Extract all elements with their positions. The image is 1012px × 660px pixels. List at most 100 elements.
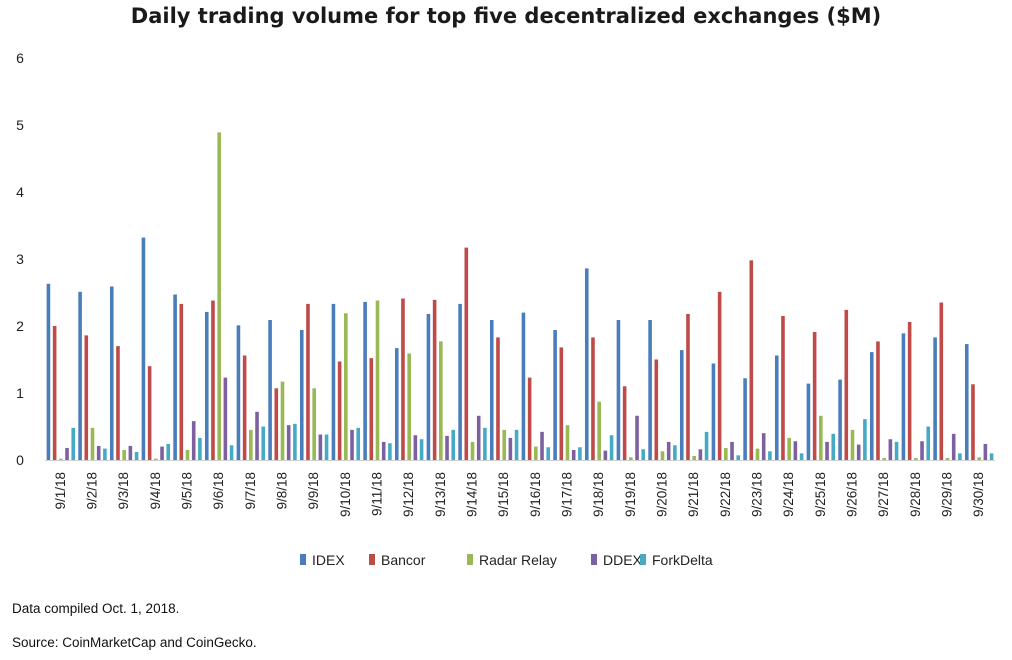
bars-layer: [46, 132, 994, 460]
y-tick-label: 6: [16, 50, 24, 66]
bar-radar-relay: [977, 457, 981, 460]
bar-bancor: [686, 313, 690, 460]
bar-bancor: [591, 337, 595, 460]
x-tick-label: 9/24/18: [781, 472, 796, 517]
x-tick-label: 9/8/18: [275, 472, 290, 510]
legend-label: Radar Relay: [479, 552, 557, 568]
bar-bancor: [369, 358, 374, 460]
bar-radar-relay: [882, 457, 886, 460]
bar-bancor: [749, 260, 754, 460]
chart-title: Daily trading volume for top five decent…: [130, 4, 882, 28]
bar-forkdelta: [356, 427, 361, 460]
bar-radar-relay: [344, 313, 348, 460]
bar-chart: 0 1 2 3 4 5 6 9/1/18 9/2/18 9/3/18 9/4/18 9/5/18 9/6…: [16, 50, 995, 568]
bar-radar-relay: [565, 425, 570, 460]
bar-ddex: [635, 415, 639, 460]
bar-radar-relay: [312, 388, 316, 460]
bar-radar-relay: [280, 381, 285, 460]
x-tick-label: 9/30/18: [971, 472, 986, 517]
x-tick-label: 9/17/18: [560, 472, 575, 517]
bar-forkdelta: [103, 448, 107, 460]
bar-ddex: [413, 435, 418, 460]
bar-ddex: [255, 411, 259, 460]
bar-forkdelta: [673, 445, 677, 460]
bar-bancor: [116, 346, 120, 460]
bar-forkdelta: [293, 423, 297, 460]
axis-layer: 0 1 2 3 4 5 6 9/1/18 9/2/18 9/3/18 9/4/18 9/5/18 9/6…: [16, 50, 995, 517]
bar-idex: [46, 283, 51, 460]
x-tick-label: 9/1/18: [53, 472, 68, 510]
bar-radar-relay: [755, 448, 760, 460]
bar-radar-relay: [407, 353, 411, 460]
x-tick-label: 9/27/18: [876, 472, 891, 517]
bar-bancor: [622, 386, 627, 460]
bar-radar-relay: [185, 449, 190, 460]
bar-radar-relay: [502, 429, 506, 460]
bar-idex: [78, 291, 82, 460]
bar-bancor: [401, 298, 405, 460]
legend-swatch: [369, 554, 375, 565]
bar-ddex: [730, 441, 734, 460]
bar-radar-relay: [945, 457, 950, 460]
bar-forkdelta: [609, 435, 614, 460]
bar-forkdelta: [704, 431, 709, 460]
x-tick-label: 9/21/18: [686, 472, 701, 517]
bar-radar-relay: [914, 457, 918, 460]
bar-bancor: [337, 361, 342, 460]
x-tick-label: 9/2/18: [85, 472, 100, 510]
bar-forkdelta: [134, 451, 139, 460]
x-tick-label: 9/28/18: [908, 472, 923, 517]
bar-ddex: [191, 421, 196, 460]
bar-ddex: [445, 435, 449, 460]
bar-forkdelta: [641, 449, 646, 460]
x-tick-label: 9/15/18: [496, 472, 511, 517]
y-tick-label: 5: [16, 117, 24, 133]
bar-idex: [204, 311, 209, 460]
y-tick-label: 1: [16, 385, 24, 401]
data-compiled-note: Data compiled Oct. 1, 2018.: [12, 601, 180, 616]
y-tick-label: 4: [16, 184, 24, 200]
x-tick-label: 9/23/18: [750, 472, 765, 517]
bar-radar-relay: [819, 415, 823, 460]
bar-idex: [141, 237, 146, 460]
bar-ddex: [825, 441, 829, 460]
bar-forkdelta: [483, 427, 487, 460]
bar-bancor: [717, 291, 722, 460]
bar-radar-relay: [470, 441, 475, 460]
bar-forkdelta: [451, 429, 456, 460]
bar-ddex: [761, 433, 766, 460]
bar-ddex: [128, 445, 133, 460]
bar-radar-relay: [375, 300, 380, 460]
x-tick-label: 9/6/18: [211, 472, 226, 510]
bar-ddex: [856, 444, 861, 460]
bar-bancor: [242, 355, 247, 460]
bar-radar-relay: [850, 429, 855, 460]
bar-idex: [584, 268, 589, 460]
bar-bancor: [274, 388, 279, 460]
bar-idex: [838, 379, 842, 460]
bar-idex: [299, 330, 304, 460]
x-tick-label: 9/11/18: [370, 472, 385, 516]
y-tick-label: 2: [16, 318, 24, 334]
bar-radar-relay: [660, 451, 665, 460]
bar-radar-relay: [534, 446, 538, 460]
bar-idex: [521, 312, 526, 460]
legend-item: ForkDelta: [640, 552, 713, 568]
bar-ddex: [951, 433, 956, 460]
x-tick-label: 9/9/18: [306, 472, 321, 510]
legend-swatch: [640, 554, 646, 565]
legend-item: DDEX: [591, 552, 643, 568]
legend-label: IDEX: [312, 552, 345, 568]
bar-radar-relay: [217, 132, 221, 460]
bar-idex: [869, 352, 874, 460]
x-tick-label: 9/26/18: [845, 472, 860, 517]
x-tick-label: 9/10/18: [338, 472, 353, 517]
x-tick-label: 9/19/18: [623, 472, 638, 517]
bar-ddex: [286, 425, 291, 460]
bar-radar-relay: [249, 429, 253, 460]
bar-bancor: [844, 309, 849, 460]
bar-idex: [458, 303, 462, 460]
bar-bancor: [654, 359, 659, 460]
x-tick-label: 9/20/18: [655, 472, 670, 517]
x-tick-label: 9/14/18: [465, 472, 480, 517]
